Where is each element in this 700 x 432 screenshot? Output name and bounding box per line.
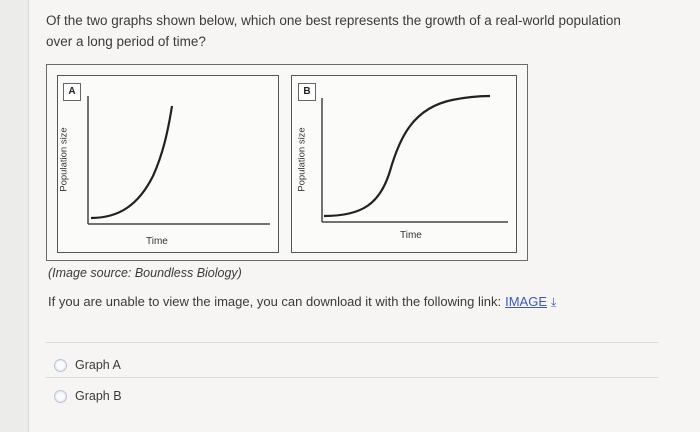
graph-a-exponential-curve [90,105,174,220]
question-text: Of the two graphs shown below, which one… [46,13,621,49]
options-divider-mid [46,377,658,378]
graph-a-plot [87,96,270,225]
option-graph-a-label: Graph A [75,358,121,372]
graph-b-panel: B Population size Time [291,75,517,253]
graph-b-plot [321,94,508,223]
graph-a-panel: A Population size Time [57,75,279,253]
image-source-caption: (Image source: Boundless Biology) [48,266,242,280]
graph-b-xlabel: Time [400,230,422,241]
graph-a-xlabel: Time [146,236,168,247]
graph-b-logistic-curve [323,94,491,218]
download-text: If you are unable to view the image, you… [48,294,502,309]
image-download-link[interactable]: IMAGE [505,294,548,309]
graph-a-letter: A [63,83,81,101]
radio-graph-a[interactable] [54,358,67,372]
question-figure: A Population size Time B Population size… [46,64,528,261]
download-instructions: If you are unable to view the image, you… [48,294,556,310]
graph-b-letter: B [298,83,316,101]
download-arrow-icon[interactable]: ⤓ [551,295,557,309]
options-divider-top [46,342,658,343]
option-graph-b-label: Graph B [75,389,122,403]
option-graph-a[interactable]: Graph A [54,358,121,372]
option-graph-b[interactable]: Graph B [54,389,122,403]
radio-graph-b[interactable] [54,389,67,403]
